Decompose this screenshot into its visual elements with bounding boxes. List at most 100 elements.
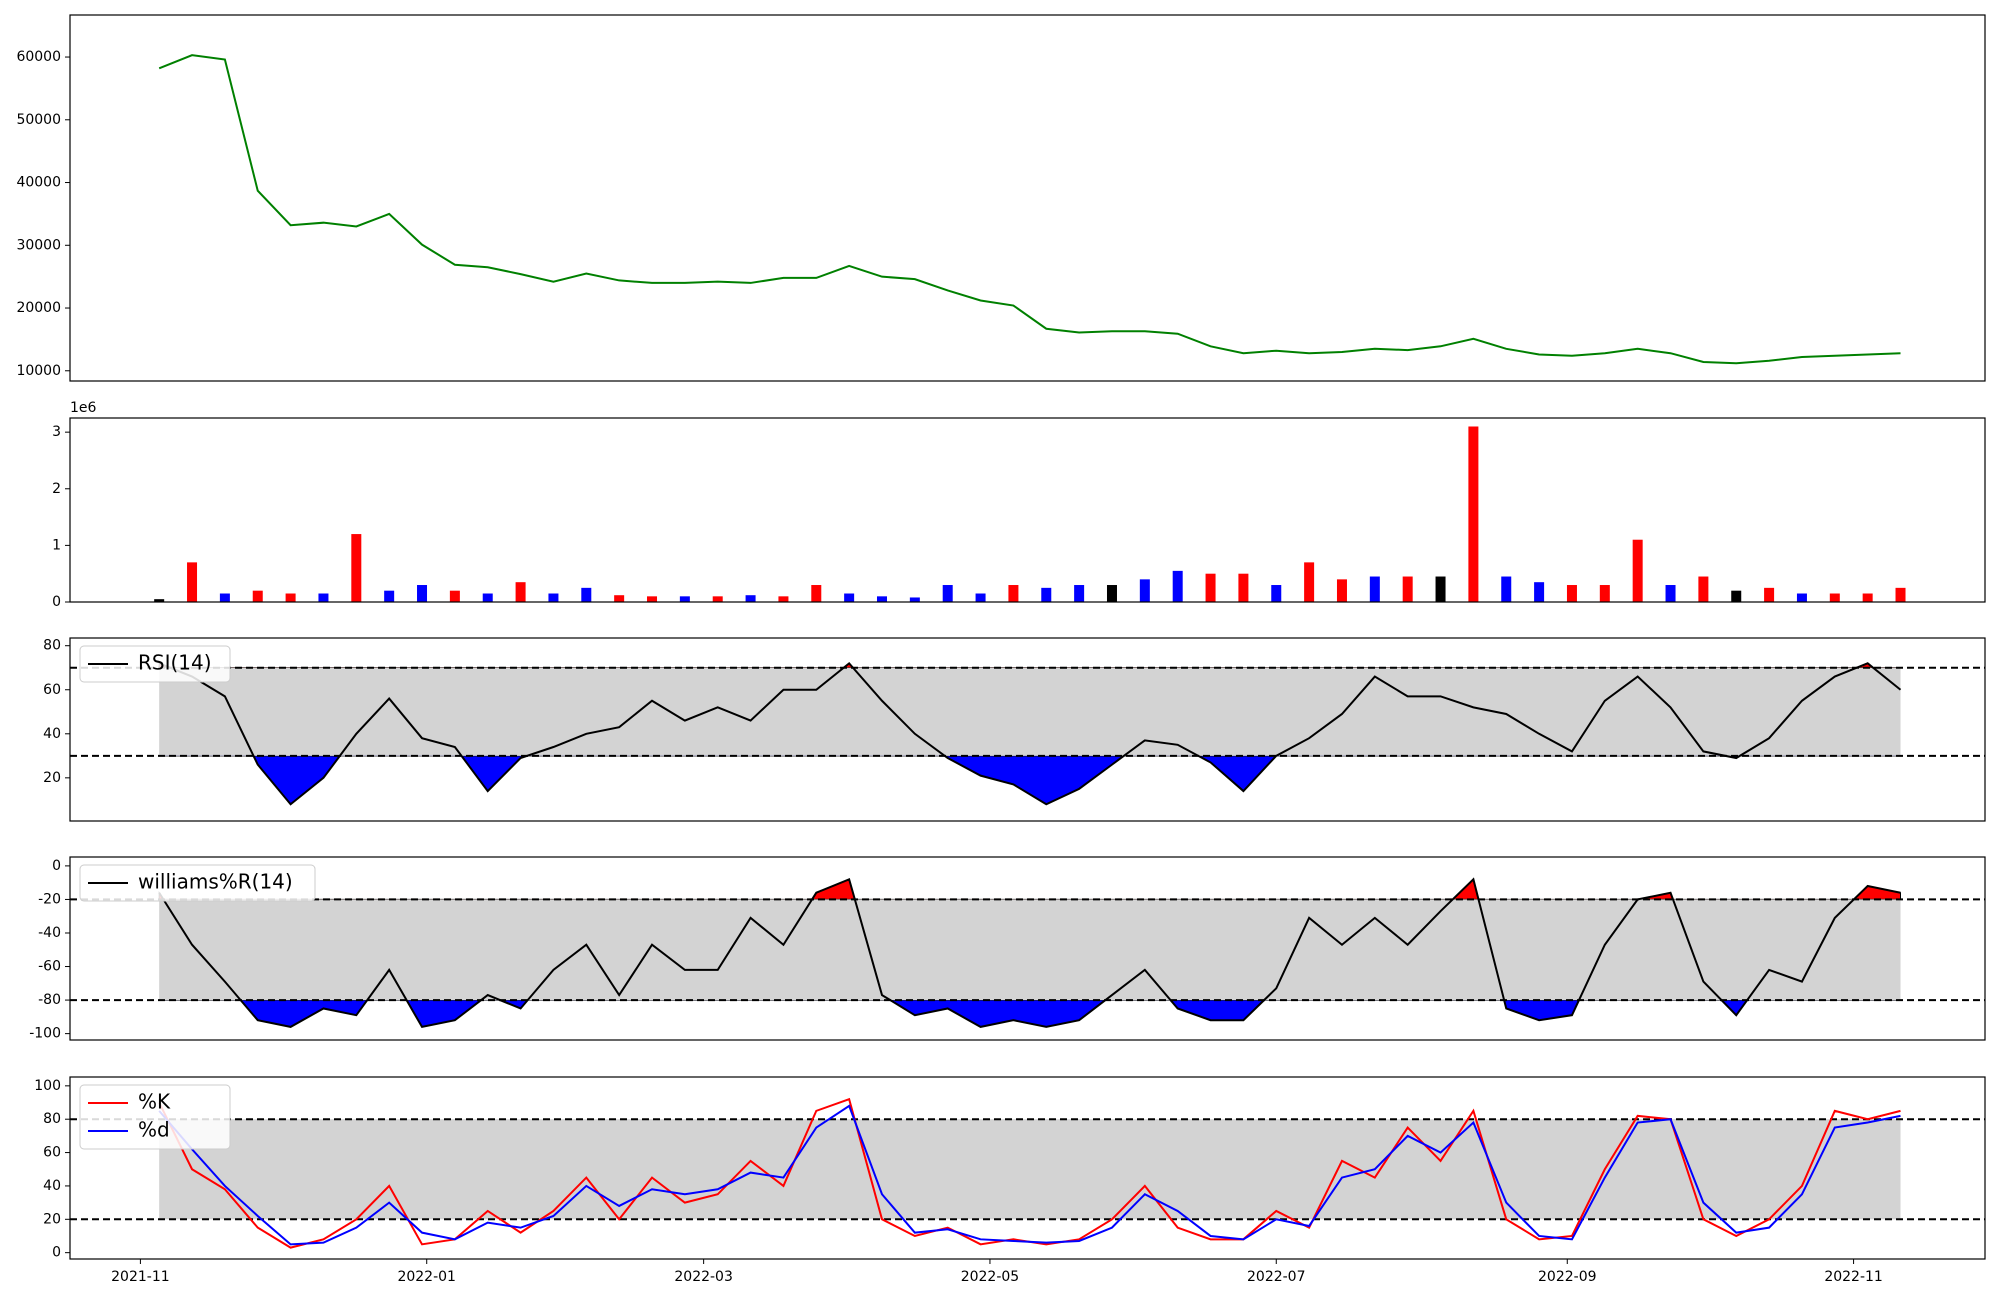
bar — [1468, 426, 1479, 602]
bar — [1698, 576, 1709, 602]
series-line — [158, 1104, 1901, 1246]
bar — [1336, 579, 1347, 602]
bar — [1566, 585, 1577, 602]
bar — [1074, 585, 1085, 602]
axes-frame — [69, 856, 1986, 1041]
bar — [1895, 587, 1906, 602]
bar — [219, 593, 230, 602]
y-tick-label: 100 — [34, 1078, 61, 1094]
x-tick-label: 2022-07 — [1247, 1269, 1306, 1285]
panel: 0 20 40 60 80 100 2021-11 2022-01 2022-03 2022-05… — [34, 1076, 1986, 1285]
legend-label: %d — [138, 1118, 170, 1142]
bar — [1632, 539, 1643, 602]
y-tick-label: 20000 — [16, 300, 61, 316]
y-tick-label: 1 — [52, 537, 61, 553]
threshold-band — [159, 899, 1901, 1001]
y-tick-label: 80 — [43, 1111, 61, 1127]
y-tick-label: 0 — [52, 594, 61, 610]
bar — [1599, 585, 1610, 602]
bar — [548, 593, 559, 602]
series-line — [158, 54, 1901, 365]
bar — [909, 597, 920, 602]
x-tick-label: 2021-11 — [111, 1269, 170, 1285]
bar — [844, 593, 855, 602]
legend-box — [79, 864, 316, 902]
bar — [417, 585, 428, 602]
x-tick-label: 2022-01 — [397, 1269, 456, 1285]
y-tick-label: 60000 — [16, 49, 61, 65]
legend-box — [79, 1084, 231, 1150]
above-fill — [158, 878, 1902, 900]
series-line — [158, 661, 1902, 806]
legend-label: RSI(14) — [138, 651, 212, 675]
bar — [1665, 585, 1676, 602]
y-tick-label: 20 — [43, 1211, 61, 1227]
bar — [942, 585, 953, 602]
bar — [1369, 576, 1380, 602]
legend-box — [79, 645, 231, 683]
bar — [876, 596, 887, 602]
x-tick-label: 2022-11 — [1824, 1269, 1883, 1285]
bar — [679, 596, 690, 602]
panel: 10000 20000 30000 40000 50000 60000 — [16, 14, 1986, 382]
threshold-band — [159, 667, 1901, 756]
legend-label: williams%R(14) — [138, 870, 293, 894]
y-tick-label: -60 — [38, 959, 61, 975]
series-line — [158, 877, 1901, 1029]
bar — [1435, 576, 1446, 602]
bar — [154, 599, 165, 602]
bar — [975, 593, 986, 602]
bar — [745, 595, 756, 602]
offset-text: 1e6 — [70, 400, 97, 416]
y-tick-label: 3 — [52, 424, 61, 440]
y-tick-label: 40 — [43, 1178, 61, 1194]
bar — [712, 596, 723, 602]
y-tick-label: 30000 — [16, 237, 61, 253]
y-tick-label: 40 — [43, 726, 61, 742]
panel: 20 40 60 80 RSI(14) — [43, 637, 1986, 822]
y-tick-label: 0 — [52, 858, 61, 874]
bar — [1764, 587, 1775, 602]
x-tick-label: 2022-05 — [961, 1269, 1020, 1285]
y-tick-label: -80 — [38, 992, 61, 1008]
bar — [1041, 587, 1052, 602]
bar — [1796, 593, 1807, 602]
y-tick-label: 40000 — [16, 175, 61, 191]
y-tick-label: 80 — [43, 638, 61, 654]
y-tick-label: 20 — [43, 770, 61, 786]
y-tick-label: -40 — [38, 925, 61, 941]
bar — [1106, 585, 1117, 602]
axes-frame — [69, 1076, 1986, 1260]
y-tick-label: 50000 — [16, 112, 61, 128]
bar — [351, 534, 362, 602]
panel: 0 1 2 3 1e6 — [52, 400, 1986, 610]
axes-frame — [69, 14, 1986, 382]
axes-frame — [69, 637, 1986, 822]
x-tick-label: 2022-03 — [674, 1269, 733, 1285]
bar — [285, 593, 296, 602]
threshold-band — [159, 1119, 1901, 1220]
axes-frame — [69, 417, 1986, 603]
y-tick-label: 0 — [52, 1245, 61, 1261]
bar — [614, 595, 625, 602]
bar — [449, 590, 460, 602]
bar — [778, 596, 789, 602]
bar — [1304, 562, 1315, 602]
bar — [1862, 593, 1873, 602]
bar — [1534, 582, 1545, 602]
bar — [482, 593, 493, 602]
y-tick-label: 60 — [43, 1145, 61, 1161]
x-tick-label: 2022-09 — [1538, 1269, 1597, 1285]
y-tick-label: -20 — [38, 891, 61, 907]
bar — [515, 582, 526, 602]
bar — [384, 590, 395, 602]
bar — [1271, 585, 1282, 602]
bar — [581, 587, 592, 602]
bar — [187, 562, 198, 602]
bar — [1238, 573, 1249, 602]
bar — [1402, 576, 1413, 602]
y-tick-label: 2 — [52, 481, 61, 497]
panel: -100 -80 -60 -40 -20 0 williams%R(14) — [29, 856, 1986, 1042]
